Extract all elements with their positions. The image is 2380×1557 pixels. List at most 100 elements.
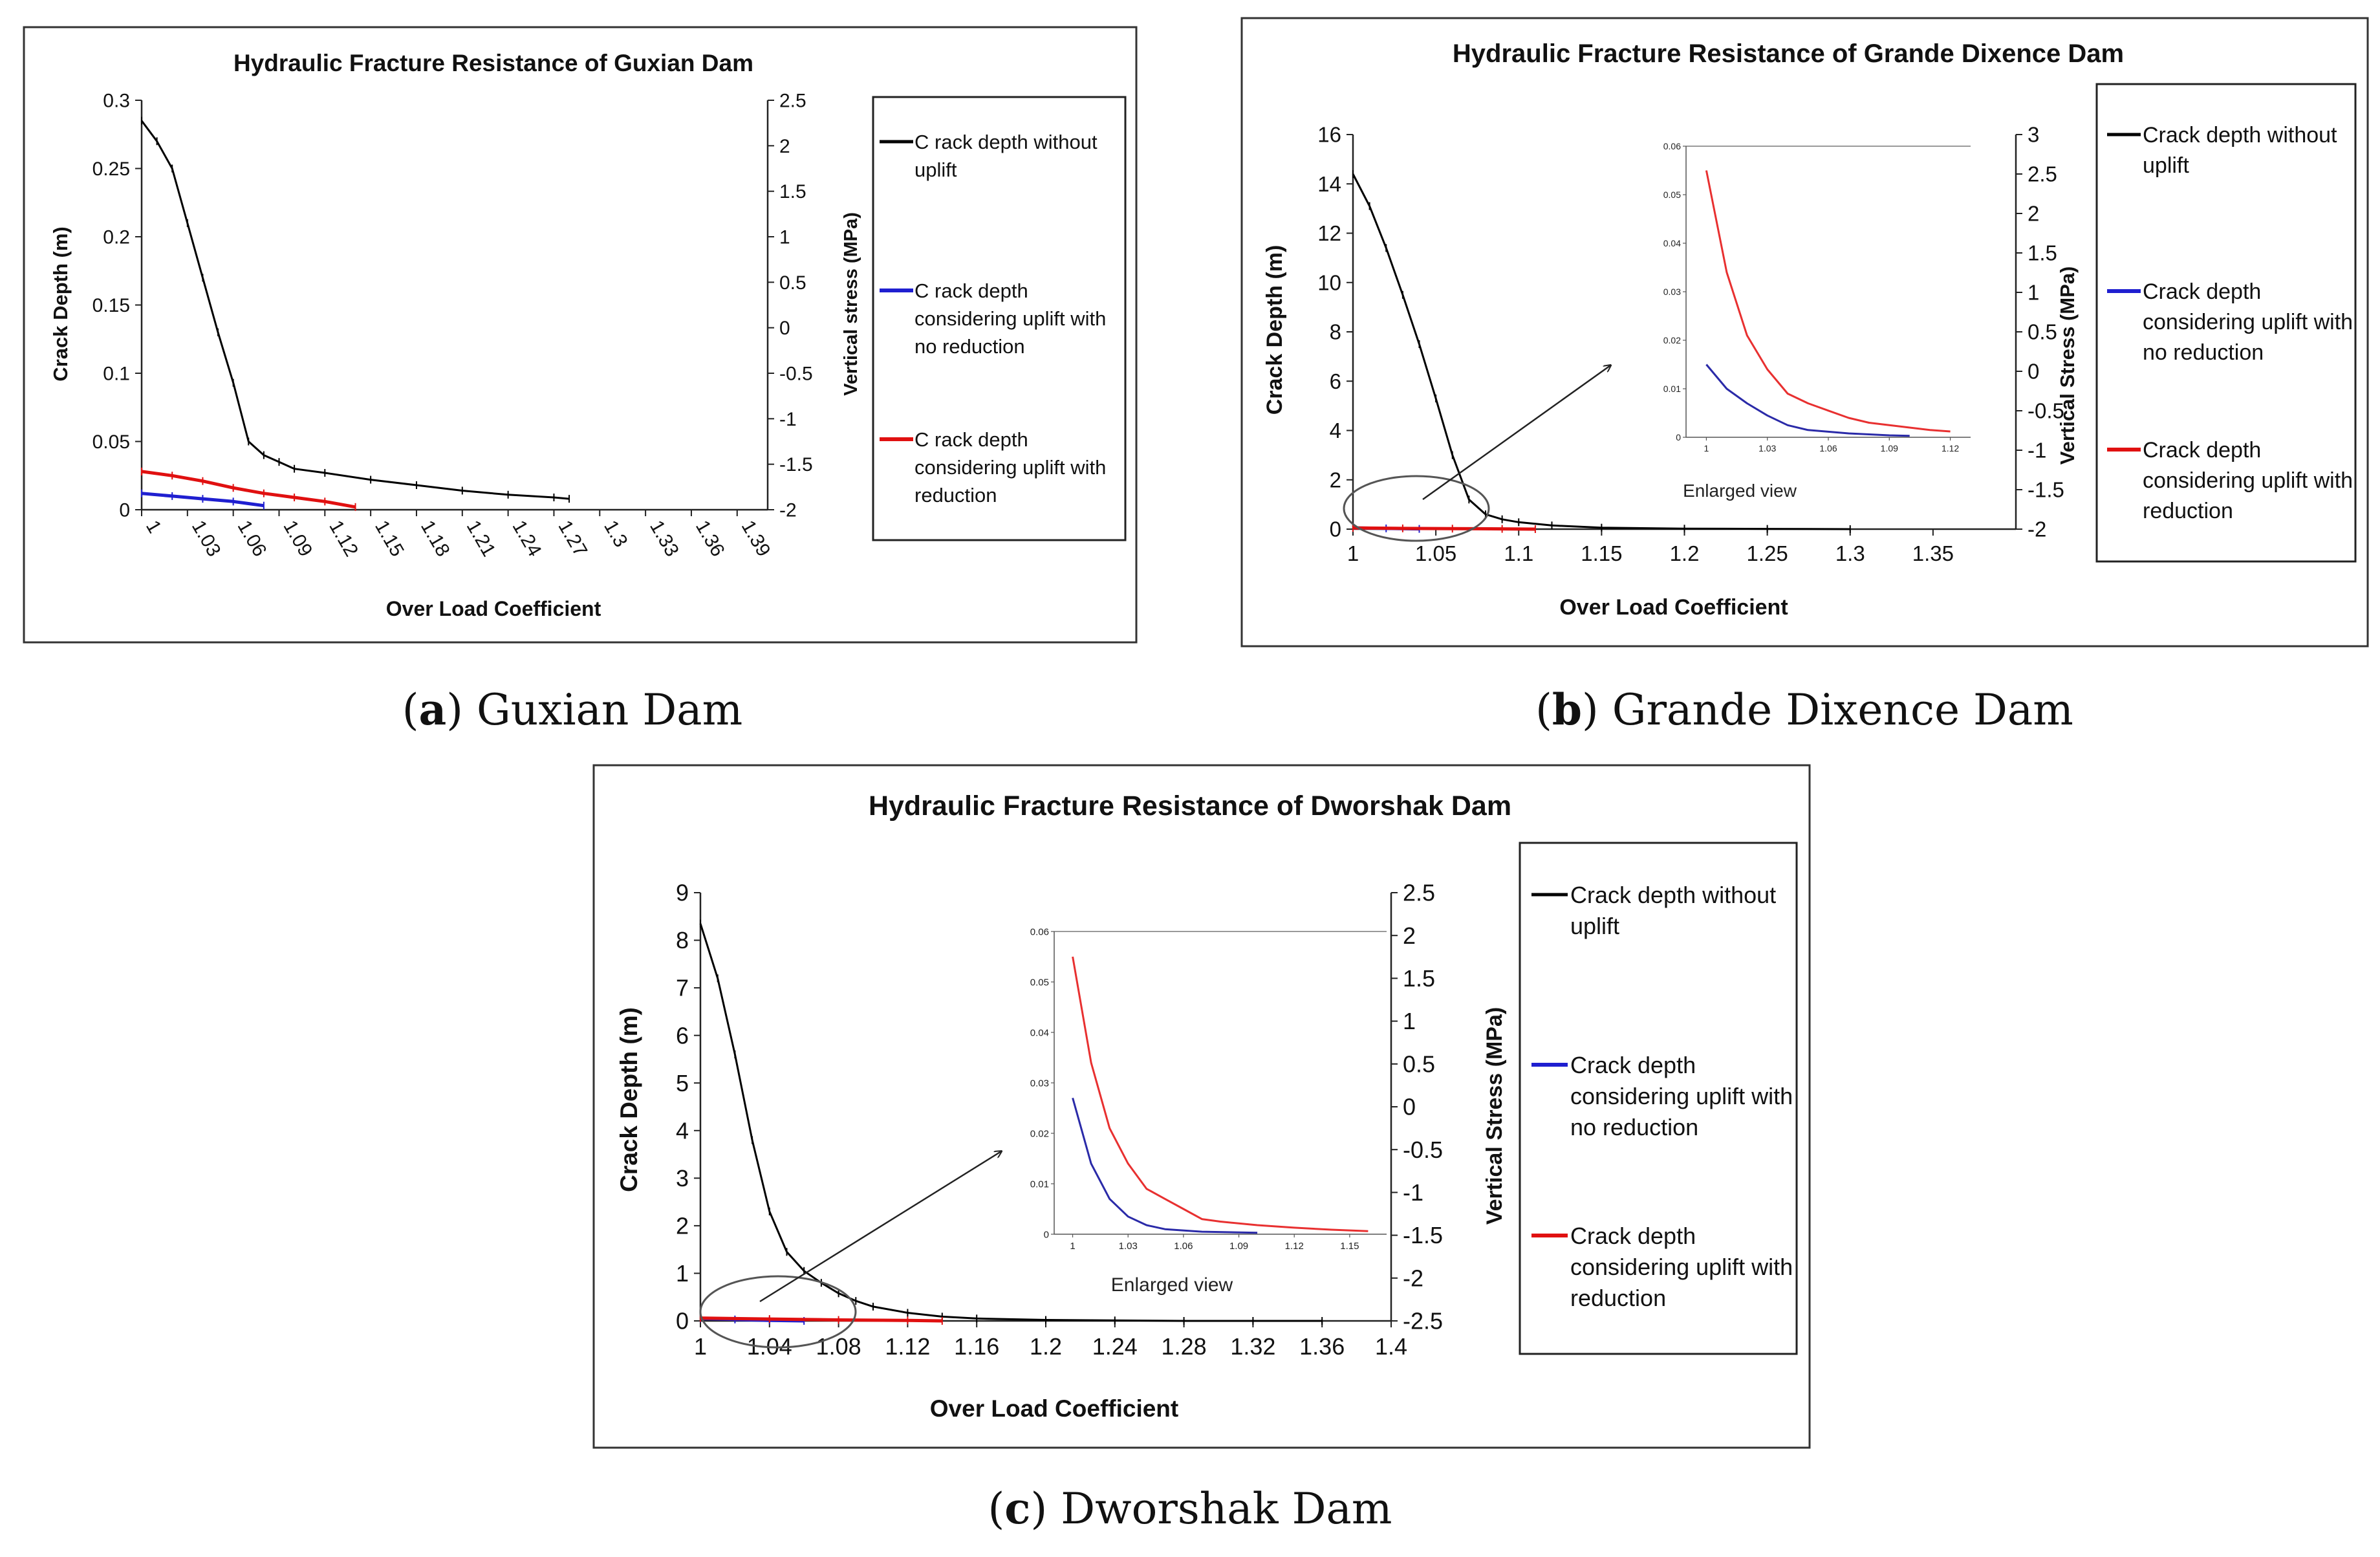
chart-a-legend: C rack depth without uplift C rack depth c… bbox=[872, 96, 1127, 541]
chart-b-y2tick-label: 3 bbox=[2028, 123, 2039, 147]
chart-c-zoom-ellipse bbox=[699, 1275, 857, 1349]
chart-c-zoom-arrow bbox=[759, 1151, 1001, 1303]
chart-c-inset-xtick-label: 1.09 bbox=[1229, 1241, 1248, 1252]
caption-a: (a) Guxian Dam bbox=[402, 684, 743, 735]
chart-b-legend-box bbox=[2095, 83, 2357, 563]
chart-b-inset-series-1-line bbox=[1705, 170, 1951, 433]
chart-a-legend-box bbox=[872, 96, 1127, 541]
chart-b-legend-label-2: Crack depth considering uplift with no red… bbox=[2143, 279, 2353, 365]
chart-c-xtick-label: 1.16 bbox=[954, 1333, 999, 1360]
chart-c-y2tick-label: 0 bbox=[1403, 1094, 1416, 1120]
chart-c-inset-ytick-label: 0.01 bbox=[1030, 1179, 1049, 1190]
chart-b-xtick-label: 1.3 bbox=[1835, 541, 1865, 565]
chart-c-legend-label-2: Crack depth considering uplift with no red… bbox=[1570, 1052, 1793, 1140]
chart-c-ytick-label: 3 bbox=[676, 1165, 689, 1192]
chart-c-y2tick-label: 1.5 bbox=[1403, 965, 1435, 992]
chart-b-inset-xtick-label: 1 bbox=[1704, 443, 1709, 453]
chart-b-xlabel: Over Load Coefficient bbox=[1559, 595, 1788, 620]
chart-b-inset-ytick-label: 0.03 bbox=[1663, 287, 1681, 297]
chart-b-y2label: Vertical Stress (MPa) bbox=[2056, 267, 2079, 465]
chart-b-series-3-line bbox=[1352, 526, 1535, 531]
chart-a-ytick-label: 0.1 bbox=[103, 364, 130, 385]
chart-c-inset-series-1-line bbox=[1072, 956, 1368, 1232]
chart-b-ytick-label: 16 bbox=[1317, 123, 1341, 147]
chart-c-xtick-label: 1.32 bbox=[1230, 1333, 1275, 1360]
chart-a-title: Hydraulic Fracture Resistance of Guxian … bbox=[233, 50, 753, 76]
chart-a-ytick-label: 0 bbox=[119, 500, 130, 521]
chart-b-y2tick-label: -2 bbox=[2028, 517, 2046, 541]
chart-a-y2tick-label: 0 bbox=[779, 318, 790, 339]
chart-a-ytick-label: 0.15 bbox=[92, 295, 130, 316]
chart-a-xlabel: Over Load Coefficient bbox=[386, 597, 601, 620]
chart-c-xlabel: Over Load Coefficient bbox=[930, 1395, 1178, 1422]
chart-a-y2tick-label: -0.5 bbox=[779, 364, 813, 385]
chart-c-inset-ytick-label: 0.02 bbox=[1030, 1128, 1049, 1139]
chart-a-y2tick-label: 2 bbox=[779, 136, 790, 157]
chart-b-inset-ytick-label: 0.04 bbox=[1663, 238, 1681, 248]
chart-a: Hydraulic Fracture Resistance of Guxian … bbox=[23, 26, 1138, 644]
chart-c-inset: 0 0.01 0.02 0.03 0.04 0.05 0.06 1 1.03 1.06 1.09 1.… bbox=[1030, 926, 1387, 1252]
chart-a-ytick-label: 0.25 bbox=[92, 158, 130, 180]
chart-c-xtick-label: 1.24 bbox=[1092, 1333, 1138, 1360]
chart-b-legend-label-1: Crack depth without uplift bbox=[2143, 123, 2337, 178]
chart-b-xtick-label: 1.15 bbox=[1581, 541, 1622, 565]
chart-c-xtick-label: 1.12 bbox=[885, 1333, 930, 1360]
chart-b-xtick-label: 1 bbox=[1347, 541, 1359, 565]
chart-c-inset-series-2-line bbox=[1072, 1097, 1258, 1234]
chart-b-ytick-label: 2 bbox=[1330, 468, 1341, 492]
chart-c-y2tick-label: -1 bbox=[1403, 1179, 1423, 1206]
chart-a-series-1-line bbox=[140, 120, 570, 500]
chart-c-legend-label-3: Crack depth considering uplift with reduct… bbox=[1570, 1223, 1793, 1311]
chart-b-xtick-label: 1.1 bbox=[1504, 541, 1533, 565]
chart-c-inset-xtick-label: 1.15 bbox=[1340, 1241, 1359, 1252]
chart-c-y2tick-label: 2.5 bbox=[1403, 880, 1435, 906]
chart-c-inset-xtick-label: 1.03 bbox=[1119, 1241, 1138, 1252]
chart-b-zoom-arrow bbox=[1422, 365, 1610, 501]
chart-c-y2tick-label: -0.5 bbox=[1403, 1137, 1443, 1163]
chart-b-inset-series-2-line bbox=[1705, 364, 1910, 437]
chart-c-ytick-label: 6 bbox=[676, 1022, 689, 1049]
chart-c-inset-ytick-label: 0.05 bbox=[1030, 977, 1049, 988]
chart-c-ylabel: Crack Depth (m) bbox=[616, 1007, 642, 1192]
chart-b-legend: Crack depth without uplift Crack depth con… bbox=[2095, 83, 2357, 563]
chart-b-y2tick-label: 0 bbox=[2028, 360, 2039, 384]
chart-b-ytick-label: 0 bbox=[1330, 517, 1341, 541]
chart-b-zoom-ellipse bbox=[1343, 475, 1490, 542]
chart-a-y2label: Vertical stress (MPa) bbox=[841, 212, 861, 396]
chart-b-ytick-label: 4 bbox=[1330, 419, 1341, 442]
chart-b-xtick-label: 1.2 bbox=[1670, 541, 1700, 565]
chart-b-ytick-label: 10 bbox=[1317, 270, 1341, 294]
chart-a-ytick-label: 0.3 bbox=[103, 91, 130, 112]
chart-c-legend-box bbox=[1519, 842, 1798, 1355]
chart-a-ytick-label: 0.05 bbox=[92, 431, 130, 453]
chart-b-inset-ytick-label: 0.06 bbox=[1663, 141, 1681, 151]
chart-b-y2tick-label: 2.5 bbox=[2028, 162, 2057, 186]
chart-c-ytick-label: 2 bbox=[676, 1212, 689, 1239]
chart-b-xtick-label: 1.05 bbox=[1415, 541, 1456, 565]
chart-b-legend-label-3: Crack depth considering uplift with reduct… bbox=[2143, 438, 2353, 523]
chart-a-y2tick-label: 1.5 bbox=[779, 181, 806, 202]
chart-a-legend-label-2: C rack depth considering uplift with no re… bbox=[914, 279, 1106, 358]
caption-c: (c) Dworshak Dam bbox=[988, 1483, 1392, 1534]
chart-c-xtick-label: 1.28 bbox=[1162, 1333, 1207, 1360]
chart-b-inset-ytick-label: 0.02 bbox=[1663, 335, 1681, 345]
chart-b-inset: 0 0.01 0.02 0.03 0.04 0.05 0.06 1 1.03 1.06 1.09 1.… bbox=[1663, 141, 1971, 453]
chart-b-ytick-label: 6 bbox=[1330, 369, 1341, 393]
chart-b-y2tick-label: -1.5 bbox=[2028, 478, 2064, 502]
chart-b: Hydraulic Fracture Resistance of Grande … bbox=[1240, 17, 2369, 648]
chart-a-y2tick-label: -1 bbox=[779, 409, 797, 430]
chart-c-xtick-label: 1 bbox=[694, 1333, 707, 1360]
chart-c: Hydraulic Fracture Resistance of Dworsha… bbox=[592, 764, 1811, 1449]
chart-c-legend-label-1: Crack depth without uplift bbox=[1570, 882, 1776, 939]
chart-b-ytick-label: 14 bbox=[1317, 172, 1341, 196]
chart-c-xtick-label: 1.2 bbox=[1030, 1333, 1062, 1360]
chart-c-y2tick-label: 0.5 bbox=[1403, 1051, 1435, 1077]
chart-b-inset-ytick-label: 0.05 bbox=[1663, 190, 1681, 200]
chart-b-title: Hydraulic Fracture Resistance of Grande … bbox=[1453, 39, 2124, 68]
chart-b-y2tick-label: 1 bbox=[2028, 281, 2039, 305]
chart-a-y2tick-label: -1.5 bbox=[779, 454, 813, 475]
